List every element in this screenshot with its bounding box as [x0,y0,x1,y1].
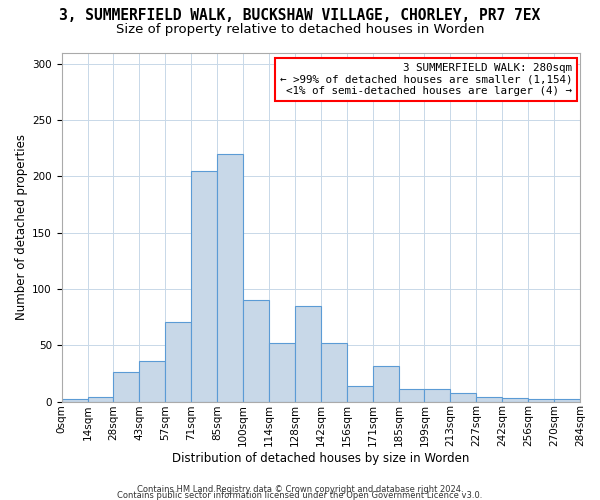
Bar [243,300,269,402]
Bar [113,372,139,402]
Bar [502,398,528,402]
Bar [451,392,476,402]
Bar [191,170,217,402]
Bar [295,306,321,402]
Bar [217,154,243,402]
Bar [347,386,373,402]
Bar [139,361,166,402]
Text: Contains HM Land Registry data © Crown copyright and database right 2024.: Contains HM Land Registry data © Crown c… [137,485,463,494]
Text: Contains public sector information licensed under the Open Government Licence v3: Contains public sector information licen… [118,491,482,500]
Text: 3, SUMMERFIELD WALK, BUCKSHAW VILLAGE, CHORLEY, PR7 7EX: 3, SUMMERFIELD WALK, BUCKSHAW VILLAGE, C… [59,8,541,22]
Bar [373,366,398,402]
Bar [528,400,554,402]
Bar [398,389,424,402]
Bar [476,397,502,402]
Bar [269,343,295,402]
Bar [166,322,191,402]
Bar [554,400,580,402]
Bar [424,389,451,402]
Bar [88,397,113,402]
Bar [321,343,347,402]
X-axis label: Distribution of detached houses by size in Worden: Distribution of detached houses by size … [172,452,470,465]
Text: 3 SUMMERFIELD WALK: 280sqm
← >99% of detached houses are smaller (1,154)
<1% of : 3 SUMMERFIELD WALK: 280sqm ← >99% of det… [280,63,572,96]
Bar [62,400,88,402]
Text: Size of property relative to detached houses in Worden: Size of property relative to detached ho… [116,22,484,36]
Y-axis label: Number of detached properties: Number of detached properties [15,134,28,320]
